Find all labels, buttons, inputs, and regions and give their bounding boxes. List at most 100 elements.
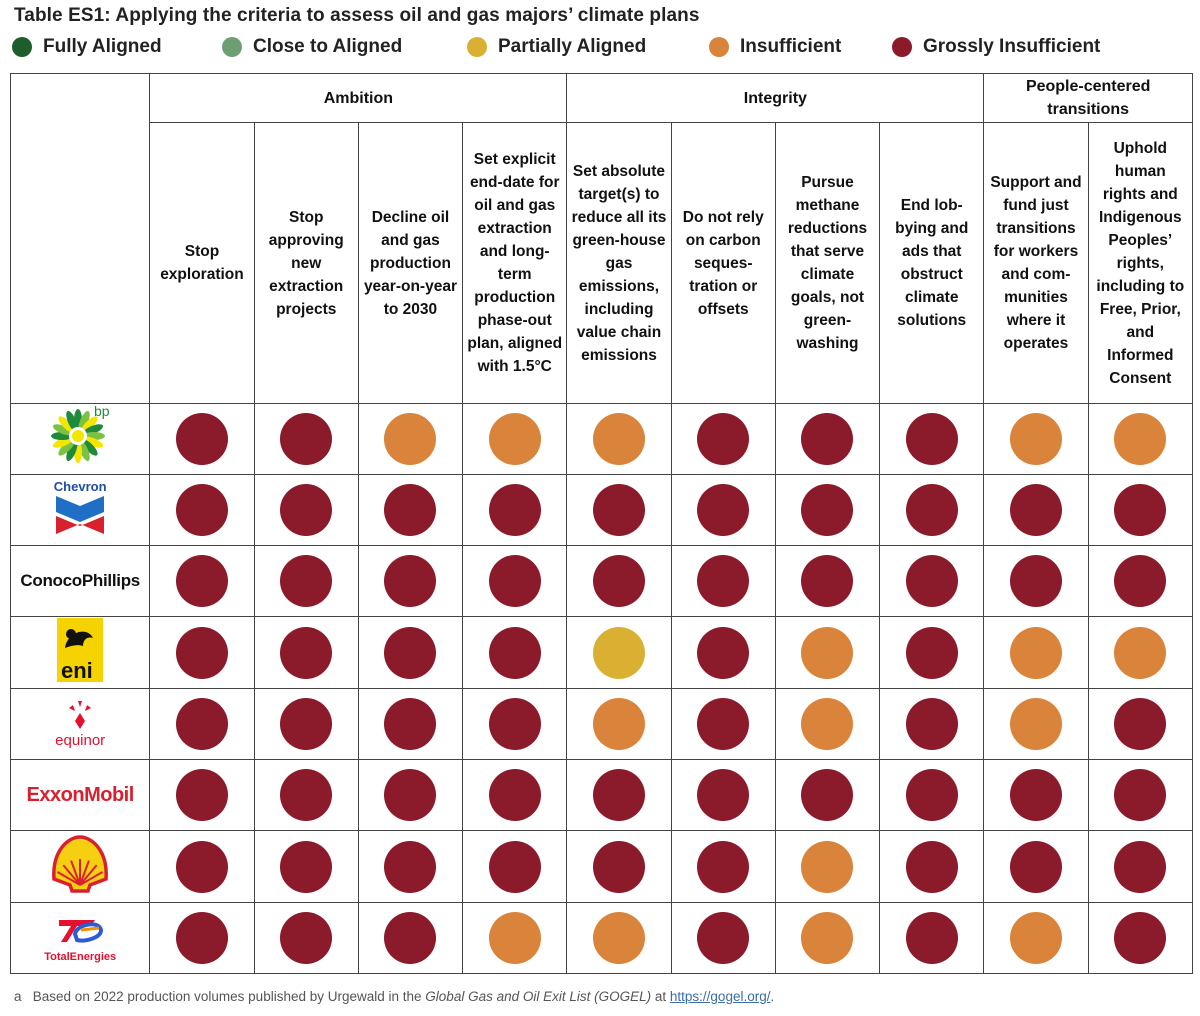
rating-dot-totalenergies-stop-exploration xyxy=(175,912,228,964)
rating-cell xyxy=(1087,403,1194,475)
footnote-source-title: Global Gas and Oil Exit List (GOGEL) xyxy=(425,989,652,1004)
totalenergies-logo-shape xyxy=(59,919,104,942)
logo-text-chevron: Chevron xyxy=(53,479,107,494)
legend-item-close-to-aligned: Close to Aligned xyxy=(222,34,402,60)
criterion-header-stop-exploration: Stop exploration xyxy=(149,122,255,404)
rating-dot-bp-stop-exploration xyxy=(175,413,228,465)
criterion-header-absolute-targets: Set absolute target(s) to reduce all its… xyxy=(566,122,672,404)
rating-cell xyxy=(357,759,464,831)
company-row: ConocoPhillips xyxy=(9,545,1194,617)
rating-dot-exxonmobil-end-date xyxy=(488,769,541,821)
logo-text-exxonmobil: ExxonMobil xyxy=(26,783,135,806)
rating-cell xyxy=(253,902,359,974)
rating-dot-shell-methane xyxy=(801,840,854,893)
rating-cell xyxy=(566,616,672,689)
rating-cell xyxy=(462,616,568,689)
rating-cell xyxy=(357,902,464,974)
legend-dot-grossly-insufficient xyxy=(892,37,912,57)
table-title: Table ES1: Applying the criteria to asse… xyxy=(14,5,700,26)
footnote: a Based on 2022 production volumes publi… xyxy=(14,989,774,1004)
rating-dot-shell-stop-exploration xyxy=(175,840,228,893)
rating-cell xyxy=(149,616,255,689)
rating-dot-eni-stop-exploration xyxy=(175,626,228,679)
criterion-header-methane: Pursue methane reductions that serve cli… xyxy=(774,122,881,404)
rating-dot-totalenergies-no-offsets xyxy=(697,912,750,964)
logo-text-equinor: equinor xyxy=(55,731,106,749)
shell-logo-shape xyxy=(52,835,108,893)
rating-cell xyxy=(774,759,881,831)
rating-cell xyxy=(983,902,1089,974)
rating-cell xyxy=(983,545,1089,617)
rating-cell xyxy=(879,403,985,475)
rating-dot-exxonmobil-decline-production xyxy=(384,769,437,821)
rating-cell xyxy=(357,688,464,760)
rating-dot-conocophillips-stop-new-projects xyxy=(280,555,333,607)
rating-dot-eni-decline-production xyxy=(384,626,437,679)
exxonmobil-logo: ExxonMobil xyxy=(9,759,151,831)
footnote-period: . xyxy=(770,989,775,1004)
rating-dot-totalenergies-absolute-targets xyxy=(592,912,645,964)
rating-cell xyxy=(253,403,359,475)
rating-dot-eni-methane xyxy=(801,626,854,679)
rating-cell xyxy=(253,688,359,760)
eni-logo-shape: eni xyxy=(57,618,104,683)
group-header-ambition: Ambition xyxy=(149,73,568,123)
rating-dot-bp-end-date xyxy=(488,413,541,465)
logo-text-totalenergies: TotalEnergies xyxy=(44,950,117,963)
legend-label-close-to-aligned: Close to Aligned xyxy=(253,36,403,57)
rating-dot-conocophillips-end-date xyxy=(488,555,541,607)
rating-cell xyxy=(670,545,776,617)
rating-dot-shell-no-offsets xyxy=(697,840,750,893)
rating-cell xyxy=(1087,616,1194,689)
criteria-table: Ambition Integrity People-centered trans… xyxy=(9,73,1194,974)
rating-dot-totalenergies-methane xyxy=(801,912,854,964)
rating-cell xyxy=(149,688,255,760)
rating-cell xyxy=(670,616,776,689)
footnote-link[interactable]: https://gogel.org/ xyxy=(669,989,771,1004)
rating-cell xyxy=(1087,688,1194,760)
equinor-logo-shape xyxy=(69,700,92,729)
rating-dot-chevron-absolute-targets xyxy=(592,484,645,536)
rating-dot-bp-methane xyxy=(801,413,854,465)
rating-dot-shell-lobbying xyxy=(905,840,958,893)
rating-cell xyxy=(253,759,359,831)
rating-cell xyxy=(462,830,568,903)
legend-label-insufficient: Insufficient xyxy=(740,36,842,57)
rating-cell xyxy=(253,545,359,617)
company-row: ExxonMobil xyxy=(9,759,1194,831)
criterion-header-just-transitions: Support and fund just transitions for wo… xyxy=(983,122,1089,404)
rating-cell xyxy=(1087,902,1194,974)
rating-dot-totalenergies-decline-production xyxy=(384,912,437,964)
rating-dot-bp-no-offsets xyxy=(697,413,750,465)
rating-dot-bp-absolute-targets xyxy=(592,413,645,465)
rating-dot-conocophillips-methane xyxy=(801,555,854,607)
rating-dot-chevron-methane xyxy=(801,484,854,536)
rating-dot-exxonmobil-stop-exploration xyxy=(175,769,228,821)
rating-cell xyxy=(149,474,255,546)
rating-dot-exxonmobil-just-transitions xyxy=(1009,769,1062,821)
rating-cell xyxy=(149,902,255,974)
rating-cell xyxy=(670,403,776,475)
rating-cell xyxy=(983,759,1089,831)
footnote-marker: a xyxy=(14,989,22,1004)
rating-cell xyxy=(879,759,985,831)
company-row: equinor xyxy=(9,688,1194,760)
rating-dot-bp-just-transitions xyxy=(1009,413,1062,465)
rating-cell xyxy=(983,688,1089,760)
rating-dot-conocophillips-lobbying xyxy=(905,555,958,607)
rating-dot-bp-decline-production xyxy=(384,413,437,465)
rating-cell xyxy=(253,830,359,903)
rating-cell xyxy=(1087,545,1194,617)
criterion-header-end-date: Set explicit end-date for oil and gas ex… xyxy=(462,122,568,404)
rating-dot-conocophillips-stop-exploration xyxy=(175,555,228,607)
legend-item-fully-aligned: Fully Aligned xyxy=(12,34,162,60)
equinor-logo: equinor xyxy=(9,688,151,760)
logo-text-conocophillips: ConocoPhillips xyxy=(20,571,140,590)
rating-cell xyxy=(774,688,881,760)
legend-label-grossly-insufficient: Grossly Insufficient xyxy=(923,36,1101,57)
legend: Fully Aligned Close to Aligned Partially… xyxy=(12,34,1200,60)
rating-cell xyxy=(879,545,985,617)
rating-cell xyxy=(879,616,985,689)
shell-logo xyxy=(9,830,151,903)
criterion-header-human-rights: Uphold human rights and Indigenous Peopl… xyxy=(1087,122,1194,404)
